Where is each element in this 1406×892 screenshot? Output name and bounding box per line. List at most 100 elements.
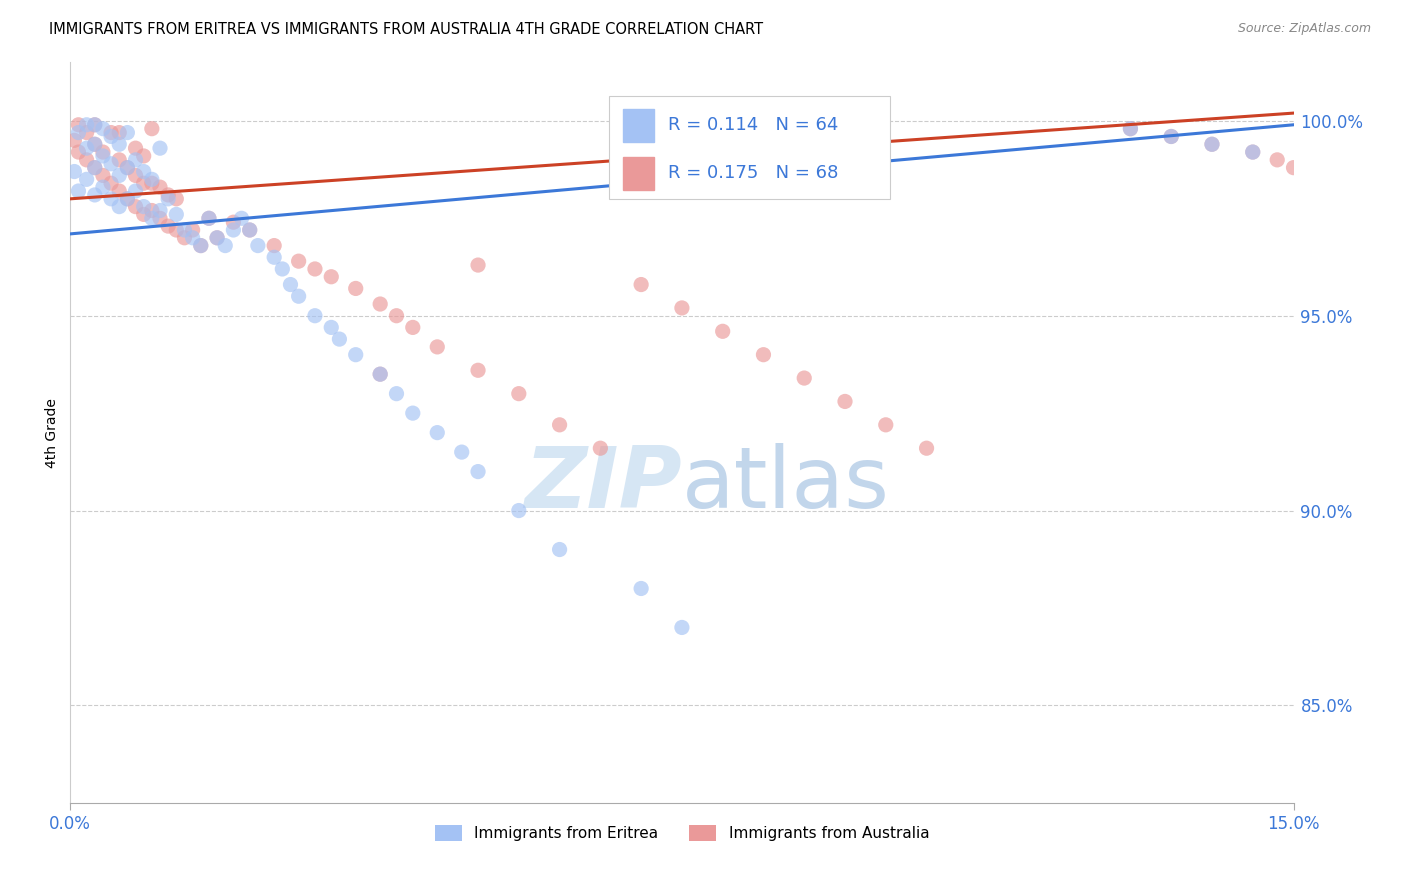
- Point: [402, 406, 425, 420]
- Point: [198, 211, 221, 226]
- Point: [108, 126, 131, 140]
- Point: [875, 417, 897, 432]
- Point: [630, 277, 652, 292]
- Point: [239, 223, 262, 237]
- Point: [385, 309, 408, 323]
- FancyBboxPatch shape: [609, 95, 890, 200]
- Point: [1265, 153, 1288, 167]
- Point: [157, 188, 180, 202]
- Point: [157, 219, 180, 233]
- Text: Source: ZipAtlas.com: Source: ZipAtlas.com: [1237, 22, 1371, 36]
- Point: [132, 207, 155, 221]
- Point: [76, 172, 98, 186]
- Point: [385, 386, 408, 401]
- Point: [915, 441, 938, 455]
- Point: [83, 137, 105, 152]
- Point: [108, 137, 131, 152]
- Point: [328, 332, 350, 346]
- Point: [508, 386, 530, 401]
- Point: [76, 141, 98, 155]
- Point: [132, 164, 155, 178]
- Point: [426, 425, 449, 440]
- Point: [222, 223, 245, 237]
- Point: [141, 211, 163, 226]
- Point: [1160, 129, 1182, 144]
- Point: [214, 238, 236, 252]
- Point: [124, 153, 146, 167]
- Point: [149, 211, 172, 226]
- Text: R = 0.175   N = 68: R = 0.175 N = 68: [668, 164, 839, 183]
- Point: [67, 184, 90, 198]
- Point: [450, 445, 472, 459]
- Point: [117, 161, 139, 175]
- Point: [157, 192, 180, 206]
- Point: [117, 126, 139, 140]
- Point: [402, 320, 425, 334]
- Point: [63, 164, 86, 178]
- Point: [752, 348, 775, 362]
- Point: [239, 223, 262, 237]
- Point: [368, 297, 391, 311]
- Point: [100, 192, 122, 206]
- Point: [368, 367, 391, 381]
- Point: [83, 188, 105, 202]
- Bar: [623, 109, 654, 142]
- Point: [671, 301, 693, 315]
- Point: [124, 184, 146, 198]
- Point: [141, 172, 163, 186]
- Point: [117, 192, 139, 206]
- Point: [173, 231, 195, 245]
- Point: [108, 153, 131, 167]
- Point: [76, 153, 98, 167]
- Point: [173, 223, 195, 237]
- Point: [76, 118, 98, 132]
- Point: [1119, 121, 1142, 136]
- Point: [165, 223, 187, 237]
- Point: [231, 211, 253, 226]
- Point: [63, 133, 86, 147]
- Point: [280, 277, 302, 292]
- Point: [368, 367, 391, 381]
- Point: [132, 176, 155, 190]
- Point: [671, 620, 693, 634]
- Point: [67, 126, 90, 140]
- Point: [91, 169, 114, 183]
- Point: [548, 542, 571, 557]
- Point: [321, 269, 343, 284]
- Point: [91, 149, 114, 163]
- Point: [467, 258, 489, 272]
- Point: [149, 180, 172, 194]
- Point: [141, 121, 163, 136]
- Point: [630, 582, 652, 596]
- Point: [91, 145, 114, 159]
- Point: [149, 141, 172, 155]
- Legend: Immigrants from Eritrea, Immigrants from Australia: Immigrants from Eritrea, Immigrants from…: [429, 819, 935, 847]
- Point: [287, 289, 309, 303]
- Point: [108, 200, 131, 214]
- Point: [190, 238, 212, 252]
- Point: [181, 231, 204, 245]
- Point: [83, 118, 105, 132]
- Point: [124, 141, 146, 155]
- Point: [141, 176, 163, 190]
- Point: [108, 169, 131, 183]
- Text: IMMIGRANTS FROM ERITREA VS IMMIGRANTS FROM AUSTRALIA 4TH GRADE CORRELATION CHART: IMMIGRANTS FROM ERITREA VS IMMIGRANTS FR…: [49, 22, 763, 37]
- Point: [141, 203, 163, 218]
- Point: [1201, 137, 1223, 152]
- Point: [271, 262, 294, 277]
- Point: [205, 231, 228, 245]
- Point: [1201, 137, 1223, 152]
- Y-axis label: 4th Grade: 4th Grade: [45, 398, 59, 467]
- Text: ZIP: ZIP: [524, 443, 682, 526]
- Point: [108, 184, 131, 198]
- Point: [1119, 121, 1142, 136]
- Point: [132, 200, 155, 214]
- Point: [91, 121, 114, 136]
- Point: [344, 348, 367, 362]
- Text: R = 0.114   N = 64: R = 0.114 N = 64: [668, 116, 839, 135]
- Point: [1241, 145, 1264, 159]
- Point: [124, 200, 146, 214]
- Point: [287, 254, 309, 268]
- Bar: [623, 157, 654, 190]
- Point: [100, 126, 122, 140]
